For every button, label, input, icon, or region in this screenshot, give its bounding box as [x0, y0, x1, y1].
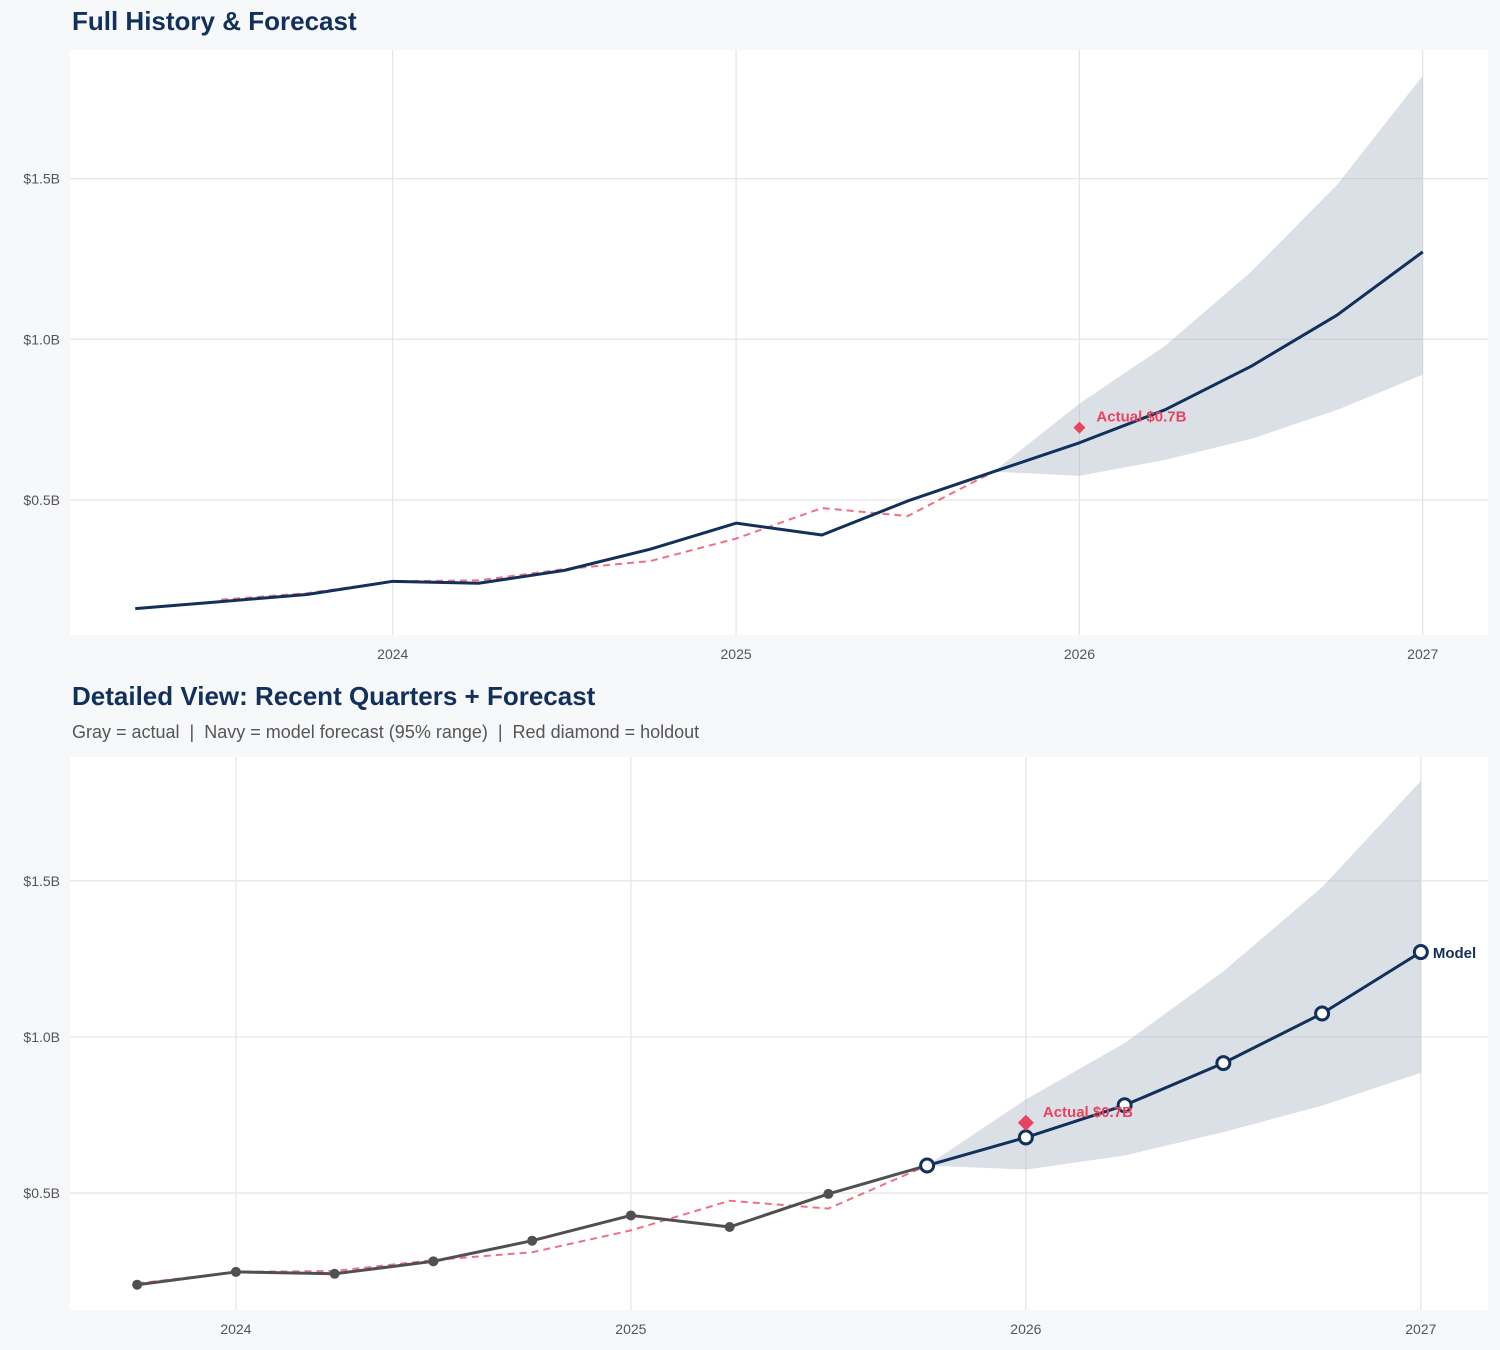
x-tick-label: 2024	[377, 646, 408, 662]
y-tick-label: $1.5B	[23, 171, 60, 187]
y-tick-label: $1.0B	[23, 331, 60, 347]
forecast-point	[1314, 1005, 1331, 1022]
holdout-label: Actual $0.7B	[1096, 409, 1186, 426]
y-tick-label: $0.5B	[23, 1185, 60, 1201]
forecast-point	[1017, 1129, 1034, 1146]
series-label-model: Model	[1433, 945, 1476, 962]
actual-point	[527, 1235, 538, 1246]
x-tick-label: 2025	[615, 1321, 646, 1337]
y-tick-label: $1.0B	[23, 1029, 60, 1045]
x-tick-label: 2025	[721, 646, 752, 662]
forecast-point	[1116, 1097, 1133, 1114]
actual-point	[724, 1221, 735, 1232]
x-tick-label: 2026	[1064, 646, 1095, 662]
x-tick-label: 2027	[1405, 1321, 1436, 1337]
chart-0: $0.5B $1.0B $1.5B 2024 2025 2026 2027 Actual $0…	[23, 50, 1488, 662]
chart-1: $0.5B $1.0B $1.5B 2024 2025 2026 2027 Actual $0…	[23, 757, 1488, 1337]
x-tick-label: 2024	[220, 1321, 251, 1337]
holdout-diamond	[1073, 421, 1086, 434]
holdout-diamond	[1017, 1114, 1034, 1131]
chart-title-bottom: Detailed View: Recent Quarters + Forecas…	[72, 681, 596, 711]
actual-point	[132, 1279, 143, 1290]
forecast-95-band	[993, 75, 1423, 476]
holdout-label: Actual $0.7B	[1043, 1104, 1133, 1121]
actual-point	[625, 1210, 636, 1221]
forecast-point	[1412, 944, 1429, 961]
actual-point	[428, 1256, 439, 1267]
forecast-95-band	[927, 781, 1421, 1170]
actual-point	[230, 1266, 241, 1277]
chart-subtitle-bottom: Gray = actual | Navy = model forecast (9…	[72, 722, 700, 742]
chart-title-top: Full History & Forecast	[72, 6, 357, 36]
series-line-forecast	[926, 950, 1422, 1167]
y-tick-label: $0.5B	[23, 492, 60, 508]
x-tick-label: 2026	[1010, 1321, 1041, 1337]
forecast-point	[1215, 1055, 1232, 1072]
actual-point	[823, 1188, 834, 1199]
x-tick-label: 2027	[1407, 646, 1438, 662]
plot-area	[70, 50, 1488, 635]
actual-point	[329, 1268, 340, 1279]
series-line-history+forecast	[135, 250, 1424, 611]
plot-area	[70, 757, 1488, 1310]
forecast-point	[919, 1157, 936, 1174]
series-line-fitted	[220, 470, 995, 601]
y-tick-label: $1.5B	[23, 873, 60, 889]
